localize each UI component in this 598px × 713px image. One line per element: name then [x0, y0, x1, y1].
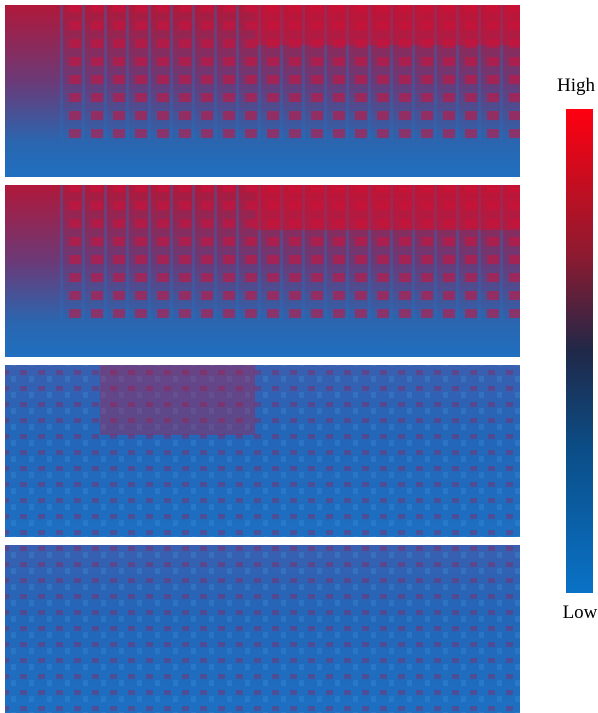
panel-3: [5, 365, 520, 537]
panel-4: [5, 545, 520, 713]
colorbar-high-label: High: [557, 75, 596, 96]
heatmap-texture: [255, 5, 520, 45]
figure: High Low: [0, 0, 598, 713]
page: {"colorbar": {"high_label": "High", "low…: [0, 0, 598, 713]
heatmap-texture: [5, 365, 520, 537]
panel-2: [5, 185, 520, 357]
colorbar-low-label: Low: [563, 602, 598, 623]
colorbar: [566, 109, 593, 593]
heatmap-texture: [100, 365, 255, 435]
heatmap-texture: [255, 185, 520, 230]
heatmap-texture: [5, 545, 520, 713]
panel-1: [5, 5, 520, 177]
